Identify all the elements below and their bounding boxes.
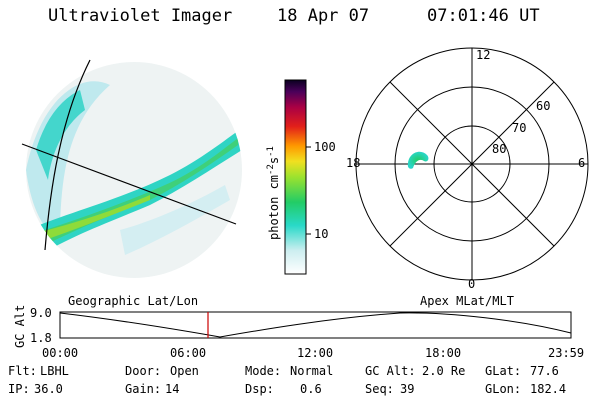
info-gcalt-value: 2.0 Re	[422, 364, 466, 378]
info-glat-value: 77.6	[530, 364, 559, 378]
polar-auroral-emission	[407, 151, 429, 169]
info-ip-key: IP:	[8, 382, 30, 396]
info-seq-value: 39	[400, 382, 415, 396]
info-dsp-value: 0.6	[300, 382, 322, 396]
info-ip-value: 36.0	[34, 382, 63, 396]
info-glon-value: 182.4	[530, 382, 567, 396]
image-time: 07:01:46 UT	[427, 6, 540, 26]
timeline-y-title: GC Alt	[13, 305, 27, 348]
colorbar	[284, 79, 307, 275]
polar-lat-label-60: 60	[536, 99, 550, 113]
polar-mlt-label-18: 18	[346, 156, 360, 170]
info-glon-key: GLon:	[485, 382, 522, 396]
timeline-x-tick-0000: 00:00	[42, 346, 78, 360]
info-flt-key: Flt:	[8, 364, 37, 378]
polar-lat-label-70: 70	[512, 121, 526, 135]
timeline-y-tick-9: 9.0	[30, 306, 52, 320]
polar-mlt-label-0: 0	[468, 277, 475, 291]
colorbar-unit-label: photon cm-2s-1	[266, 146, 281, 240]
altitude-curve	[59, 312, 572, 338]
image-date: 18 Apr 07	[277, 6, 370, 26]
info-gcalt-key: GC Alt:	[365, 364, 416, 378]
info-mode-key: Mode:	[245, 364, 282, 378]
timeline-x-tick-1800: 18:00	[425, 346, 461, 360]
info-door-value: Open	[170, 364, 199, 378]
image-title: Ultraviolet Imager	[48, 6, 233, 26]
timeline-y-tick-1: 1.8	[30, 331, 52, 345]
info-flt-value: LBHL	[40, 364, 69, 378]
polar-lat-label-80: 80	[492, 142, 506, 156]
info-dsp-key: Dsp:	[245, 382, 274, 396]
timeline-x-tick-2359: 23:59	[548, 346, 584, 360]
timeline-x-tick-0600: 06:00	[170, 346, 206, 360]
info-door-key: Door:	[125, 364, 162, 378]
polar-mlt-label-12: 12	[476, 48, 490, 62]
colorbar-tick-label-100: 100	[314, 140, 336, 154]
earth-disk-image	[21, 59, 242, 278]
timeline-left-label: Geographic Lat/Lon	[68, 294, 198, 308]
info-seq-key: Seq:	[365, 382, 394, 396]
polar-plot	[355, 47, 589, 281]
timeline-right-label: Apex MLat/MLT	[420, 294, 514, 308]
info-mode-value: Normal	[290, 364, 334, 378]
polar-mlt-label-6: 6	[578, 156, 585, 170]
timeline-x-tick-1200: 12:00	[297, 346, 333, 360]
timeline-frame	[59, 311, 572, 339]
colorbar-tick-label-10: 10	[314, 227, 328, 241]
info-gain-value: 14	[165, 382, 180, 396]
info-gain-key: Gain:	[125, 382, 162, 396]
info-glat-key: GLat:	[485, 364, 522, 378]
